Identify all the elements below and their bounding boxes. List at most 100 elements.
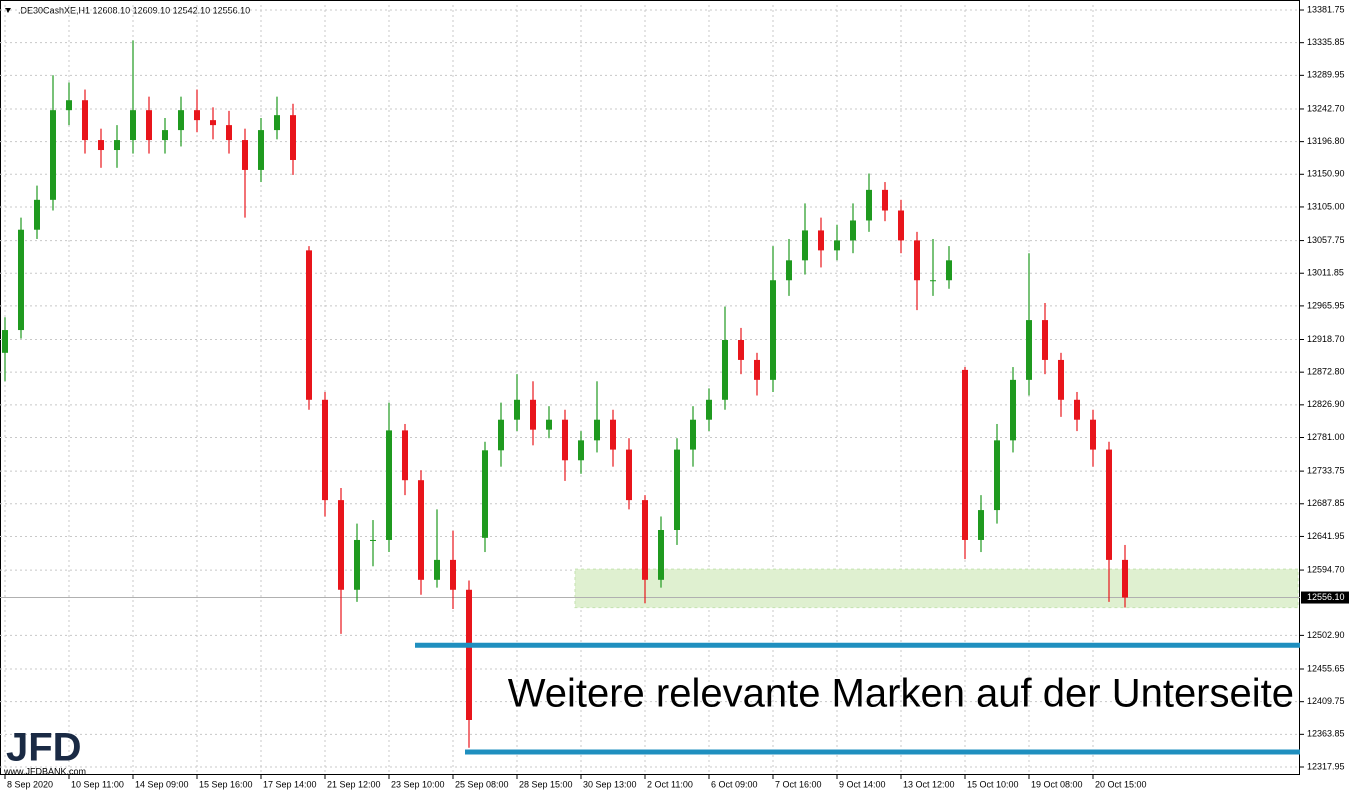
x-tick-label: 9 Oct 14:00 [839,779,886,789]
candle-body [626,449,632,501]
candle-body [530,399,536,430]
y-tick-label: 12687.85 [1307,498,1345,508]
candle-body [866,189,872,221]
candle-body [130,110,136,141]
y-tick-label: 13289.95 [1307,70,1345,80]
header-arrow [5,8,11,13]
x-tick-label: 15 Oct 10:00 [967,779,1019,789]
price-label-box [1301,591,1349,604]
x-tick-label: 30 Sep 13:00 [583,779,637,789]
candle-body [498,419,504,451]
x-tick-label: 7 Oct 16:00 [775,779,822,789]
y-tick-label: 13242.70 [1307,103,1345,113]
candle-body [146,110,152,141]
x-tick-label: 14 Sep 09:00 [135,779,189,789]
x-tick-label: 28 Sep 15:00 [519,779,573,789]
x-tick-label: 17 Sep 14:00 [263,779,317,789]
candle-body [834,240,840,251]
y-tick-label: 13150.90 [1307,169,1345,179]
x-tick-label: 21 Sep 12:00 [327,779,381,789]
candle-body [1010,379,1016,441]
candle-body [706,399,712,420]
candle-body [738,340,744,360]
candle-body [1090,419,1096,450]
candle-body [450,559,456,590]
price-label: 12556.10 [1307,592,1345,602]
y-tick-label: 12965.95 [1307,300,1345,310]
candle-body [1058,359,1064,400]
candle-body [850,220,856,241]
candle-body [962,369,968,540]
x-tick-label: 23 Sep 10:00 [391,779,445,789]
candle-body [674,449,680,531]
annotation: Weitere relevante Marken auf der Unterse… [508,672,1294,716]
candle-body [594,419,600,441]
x-tick-label: 8 Sep 2020 [7,779,53,789]
candle-body [754,359,760,380]
header: .DE30CashXE,H1 12608.10 12609.10 12542.1… [18,5,250,15]
y-tick-label: 12409.75 [1307,696,1345,706]
candle-body [162,130,168,141]
candle-body [114,140,120,151]
x-tick-label: 19 Oct 08:00 [1031,779,1083,789]
y-tick-label: 13196.80 [1307,136,1345,146]
candle-body [1026,320,1032,380]
candle-body [370,539,376,541]
candle-body [210,120,216,126]
candle-body [1106,449,1112,560]
candle-body [258,130,264,170]
candle-body [978,510,984,540]
y-tick-label: 12363.85 [1307,729,1345,739]
candle-body [402,430,408,481]
candle-body [946,260,952,281]
candle-body [82,100,88,141]
x-tick-label: 13 Oct 12:00 [903,779,955,789]
logo: JFD [6,726,82,770]
candle-body [722,340,728,400]
candle-body [194,110,200,121]
candle-body [1122,559,1128,598]
x-tick-label: 6 Oct 09:00 [711,779,758,789]
candle-body [66,100,72,111]
candle-body [274,115,280,131]
candle-body [546,419,552,430]
y-tick-label: 13057.75 [1307,235,1345,245]
candle-body [1074,399,1080,420]
candle-body [354,539,360,590]
x-tick-label: 25 Sep 08:00 [455,779,509,789]
candle-body [802,230,808,261]
candle-body [306,250,312,400]
y-tick-label: 12918.70 [1307,334,1345,344]
candle-body [690,419,696,450]
y-tick-label: 12781.00 [1307,432,1345,442]
candle-body [482,450,488,538]
candle-body [658,530,664,580]
candle-body [386,430,392,540]
candle-body [642,500,648,580]
y-tick-label: 13335.85 [1307,37,1345,47]
candle-body [514,399,520,420]
y-tick-label: 12826.90 [1307,399,1345,409]
candle-body [98,140,104,151]
candle-body [1042,320,1048,360]
candle-body [994,440,1000,511]
y-tick-label: 12502.90 [1307,630,1345,640]
candle-body [610,419,616,450]
y-tick-label: 13105.00 [1307,201,1345,211]
candle-body [770,280,776,380]
candle-body [882,189,888,211]
y-tick-label: 12594.70 [1307,564,1345,574]
x-tick-label: 15 Sep 16:00 [199,779,253,789]
candle-body [562,419,568,461]
x-tick-label: 10 Sep 11:00 [71,779,124,789]
candle-body [50,110,56,200]
y-tick-label: 12317.95 [1307,761,1345,771]
y-tick-label: 13011.85 [1307,268,1344,278]
candle-body [18,229,24,331]
y-tick-label: 12641.95 [1307,531,1345,541]
y-tick-label: 12733.75 [1307,465,1345,475]
candle-body [322,399,328,501]
candle-body [578,440,584,461]
candle-body [226,125,232,141]
